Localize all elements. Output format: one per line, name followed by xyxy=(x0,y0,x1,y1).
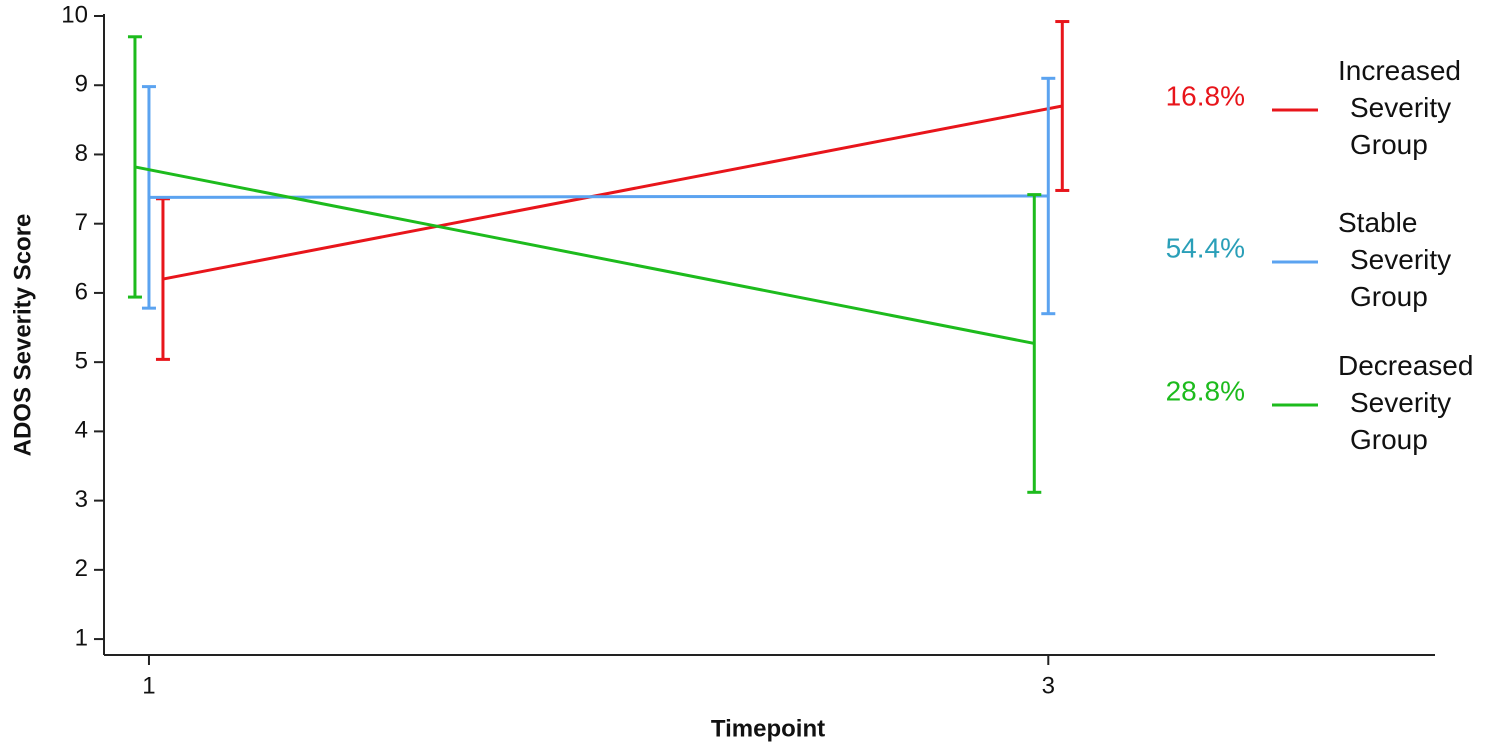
x-tick-label: 1 xyxy=(142,672,155,699)
legend-percent: 16.8% xyxy=(1166,80,1245,111)
error-bar xyxy=(1055,20,1070,192)
x-tick-label: 3 xyxy=(1042,672,1055,699)
y-tick-label: 4 xyxy=(75,417,88,444)
legend-label: Decreased Severity Group xyxy=(1338,350,1473,455)
y-axis-title: ADOS Severity Score xyxy=(9,214,36,457)
y-tick-label: 1 xyxy=(75,624,88,651)
y-tick-label: 5 xyxy=(75,347,88,374)
error-bar xyxy=(141,85,156,310)
y-tick-label: 10 xyxy=(61,1,88,28)
series-line xyxy=(162,104,1063,281)
error-bar xyxy=(1027,193,1042,494)
legend-percent: 28.8% xyxy=(1166,375,1245,406)
legend-label: Increased Severity Group xyxy=(1338,55,1461,160)
y-tick-label: 6 xyxy=(75,278,88,305)
y-tick-label: 2 xyxy=(75,555,88,582)
y-tick-label: 9 xyxy=(75,71,88,98)
error-bar xyxy=(127,35,142,299)
legend-label: Stable Severity Group xyxy=(1338,207,1451,312)
x-axis-title: Timepoint xyxy=(711,715,825,742)
y-tick-label: 7 xyxy=(75,209,88,236)
series-line xyxy=(148,194,1049,199)
y-tick-label: 3 xyxy=(75,486,88,513)
legend-percent: 54.4% xyxy=(1166,232,1245,263)
series-line xyxy=(134,165,1035,345)
error-bar xyxy=(1041,76,1056,316)
y-tick-label: 8 xyxy=(75,140,88,167)
